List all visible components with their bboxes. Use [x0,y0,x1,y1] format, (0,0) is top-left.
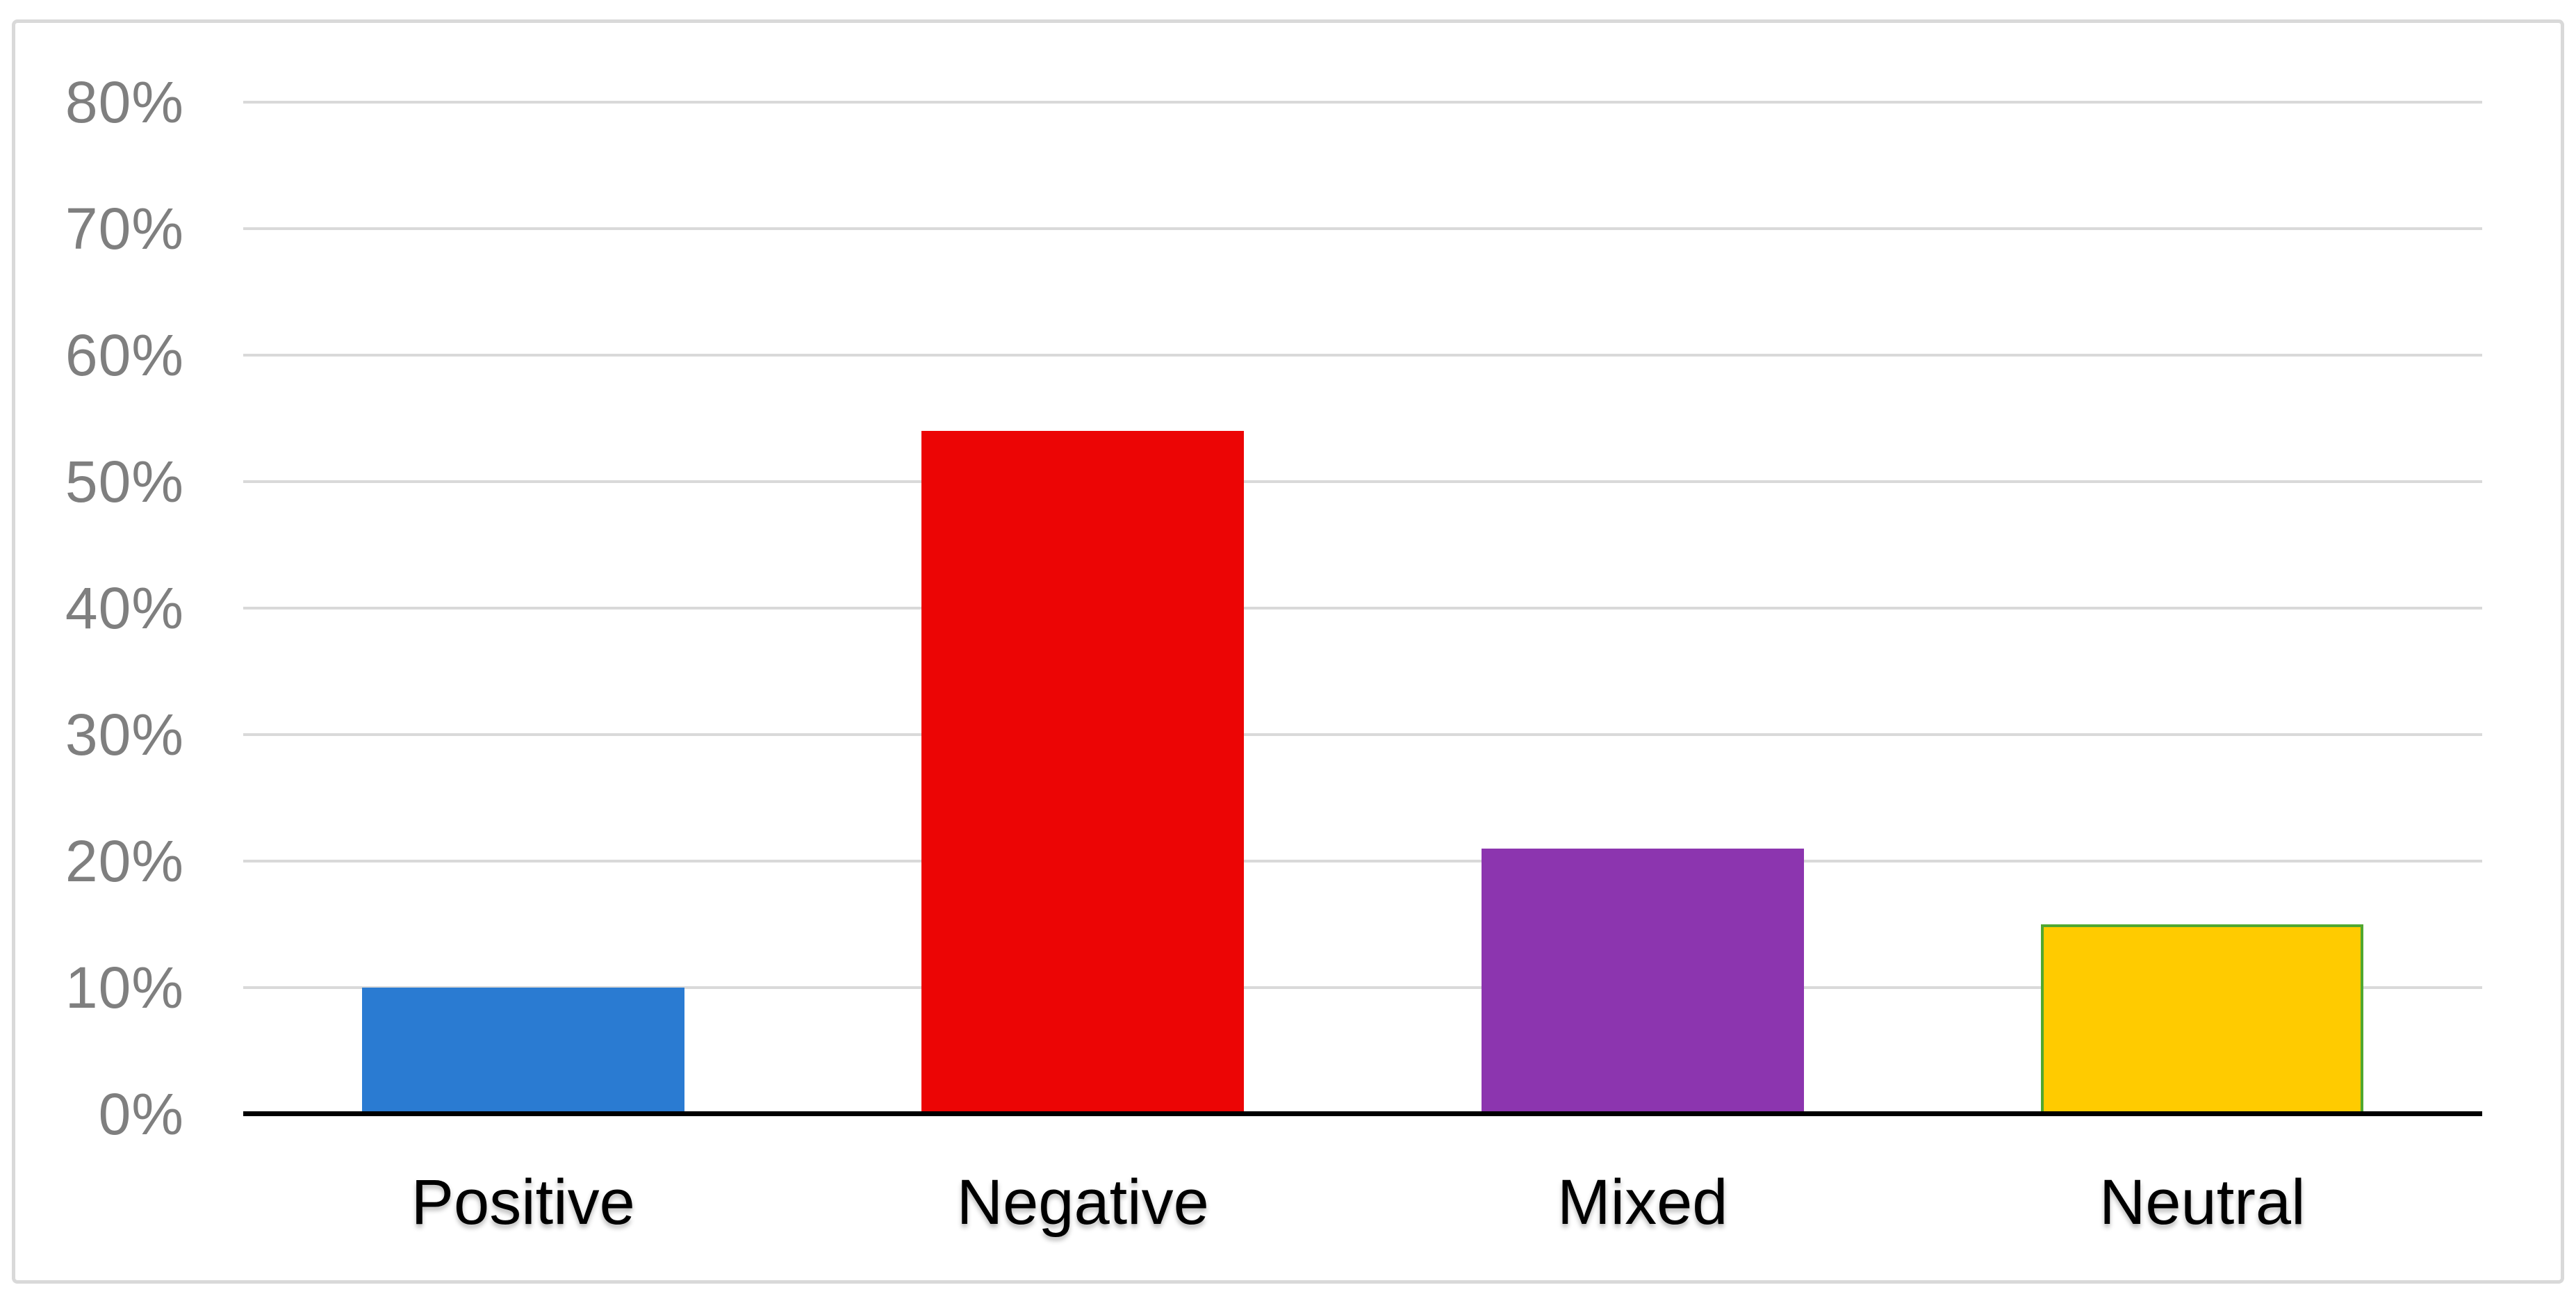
y-axis-tick-label: 10% [65,955,184,1020]
bar-mixed [1481,848,1804,1114]
bar-negative [921,431,1245,1114]
bar-slot-mixed [1363,102,1923,1114]
y-axis-tick-label: 80% [65,69,184,135]
gridline [243,101,2482,104]
x-axis-label-positive: Positive [411,1167,635,1238]
gridline [243,480,2482,483]
y-axis-tick-label: 40% [65,575,184,641]
x-axis-label-neutral: Neutral [2099,1167,2306,1238]
x-axis-label-negative: Negative [956,1167,1209,1238]
y-axis-tick-label: 70% [65,196,184,261]
gridline [243,986,2482,989]
y-axis-tick-label: 50% [65,449,184,514]
bar-slot-positive [243,102,803,1114]
bar-positive [361,988,684,1114]
plot-area [243,101,2483,1116]
gridline [243,607,2482,610]
gridline [243,227,2482,230]
bar-slot-negative [803,102,1363,1114]
chart-border [12,19,2564,1284]
x-axis-line [243,1111,2482,1116]
y-axis-tick-label: 60% [65,322,184,388]
y-axis-tick-label: 0% [98,1081,184,1147]
y-axis: 0% 10% 20% 30% 40% 50% 60% 70% 80% [0,73,184,1143]
gridline [243,354,2482,357]
x-axis-labels: Positive Negative Mixed Neutral [243,1138,2482,1267]
bar-neutral [2041,924,2364,1114]
y-axis-tick-label: 30% [65,702,184,767]
x-axis-label-mixed: Mixed [1557,1167,1728,1238]
bar-slot-neutral [1923,102,2483,1114]
gridline [243,860,2482,862]
y-axis-tick-label: 20% [65,828,184,894]
gridline [243,733,2482,736]
